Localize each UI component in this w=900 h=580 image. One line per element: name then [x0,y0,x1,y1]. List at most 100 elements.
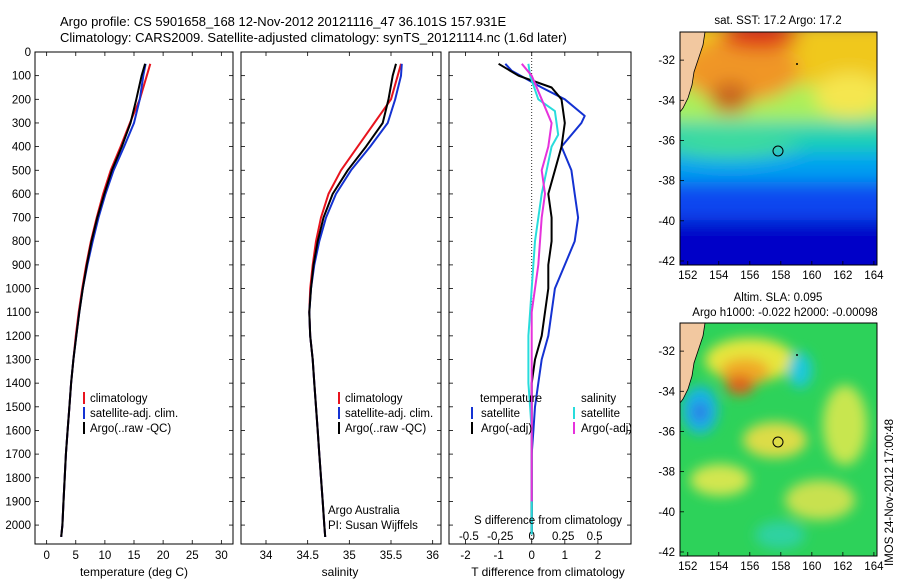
xtick-label: 34.5 [296,550,318,562]
map-xtick-label: 152 [678,561,697,573]
map-ytick-label: -34 [658,95,675,107]
series-climatology [60,63,152,538]
map-ytick-label: -42 [658,256,675,268]
series-satellite-adj-clim [60,63,147,538]
series-argo-raw-qc [60,63,147,538]
ytick-label: 2000 [5,520,31,532]
ytick-label: 200 [12,94,31,106]
salinity-xlabel: salinity [322,565,359,579]
map-ytick-label: -34 [658,386,675,398]
map-ytick-label: -38 [658,467,675,479]
temperature-axes-box [34,51,234,545]
series-climatology [308,63,402,537]
map-ytick-label: -32 [658,55,675,67]
salinity-ytickmarks [241,51,441,526]
salinity-xticks: 34 34.5 35 35.5 36 [260,52,439,562]
xtick-label: 1 [562,550,568,562]
map-xtick-label: 156 [740,270,759,282]
xtick-label: -1 [494,550,504,562]
salinity-legend: climatology satellite-adj. clim. Argo(..… [338,392,433,435]
sla-map-field [680,323,877,556]
difference-xticks-top: -0.5 -0.25 0 0.25 0.5 [459,531,603,543]
sla-map: Altim. SLA: 0.095 Argo h1000: -0.022 h20… [658,292,884,573]
difference-legend: temperature salinity satellite Argo(-adj… [471,393,632,435]
map-ytick-label: -36 [658,426,675,438]
map-xtick-label: 154 [709,561,729,573]
xtick-label: 25 [186,550,199,562]
sla-map-frame [679,322,878,557]
ytick-label: 1700 [5,449,31,461]
map-xtick-label: 162 [833,561,852,573]
difference-top-label: S difference from climatology [474,515,622,527]
ytick-label: 400 [12,142,31,154]
difference-lines [498,62,586,535]
xtick-label: 10 [98,550,111,562]
difference-axes-box [448,51,632,545]
sla-map-title-line1: Altim. SLA: 0.095 [734,292,823,304]
ytick-label: 500 [12,165,31,177]
series-argo-raw-qc [308,63,397,537]
xtick-label: 0 [529,550,535,562]
legend-text-climatology: climatology [90,393,148,405]
sst-map: sat. SST: 17.2 Argo: 17.2 152 154 156 158 16 [658,15,884,282]
legend-text-argo: Argo(..raw -QC) [345,423,426,435]
map-xtick-label: 158 [771,561,790,573]
credit-line2: PI: Susan Wijffels [328,520,418,532]
map-ytick-label: -38 [658,176,675,188]
map-xtick-label: 164 [864,561,884,573]
xtick-label: 35 [343,550,356,562]
ytick-label: 100 [12,71,31,83]
xtick-label: 35.5 [380,550,402,562]
xtick-top-label: -0.5 [459,531,479,543]
map-ytick-label: -40 [658,507,675,519]
xtick-label: 30 [215,550,228,562]
map-xtick-label: 158 [771,270,790,282]
map-ytick-label: -32 [658,346,675,358]
ytick-label: 900 [12,260,31,272]
map-ytick-label: -40 [658,216,675,228]
legend-title-salinity: salinity [581,393,616,405]
difference-xlabel: T difference from climatology [471,565,625,579]
ytick-label: 800 [12,236,31,248]
salinity-panel: 34 34.5 35 35.5 36 salinity climatology sate… [240,51,442,579]
xtick-top-label: 0.25 [552,531,574,543]
temperature-lines [60,63,152,538]
ytick-label: 1500 [5,402,31,414]
map-xtick-label: 160 [802,270,821,282]
sla-profile-marker [772,436,784,448]
map-xtick-label: 160 [802,561,821,573]
map-xtick-label: 156 [740,561,759,573]
series-argo-adj-salinity [521,63,553,502]
ytick-label: 300 [12,118,31,130]
sst-map-frame [679,31,878,266]
legend-text-satellite: satellite-adj. clim. [90,408,178,420]
xtick-label: 34 [260,550,273,562]
ytick-label: 1400 [5,378,31,390]
sst-map-title: sat. SST: 17.2 Argo: 17.2 [714,15,841,27]
xtick-label: 15 [128,550,141,562]
series-satellite-temperature [504,63,586,535]
credit-line1: Argo Australia [328,505,400,517]
salinity-lines [308,63,403,537]
xtick-label: -2 [460,550,470,562]
xtick-label: 2 [595,550,601,562]
sla-map-ticks: 152 154 156 158 160 162 164 -32 -34 -36 -38 -40 -42 [658,346,884,573]
sst-profile-marker [772,145,784,157]
map-ytick-label: -42 [658,547,675,559]
sst-map-field [680,32,877,265]
xtick-top-label: -0.25 [487,531,513,543]
xtick-label: 0 [43,550,49,562]
ytick-label: 1800 [5,473,31,485]
xtick-top-label: 0.5 [587,531,603,543]
xtick-label: 36 [426,550,439,562]
temperature-panel: 0100200300400500600700800900100011001200… [5,47,234,579]
sla-map-title-line2: Argo h1000: -0.022 h2000: -0.00098 [692,307,877,319]
map-xtick-label: 152 [678,270,697,282]
ytick-label: 1300 [5,355,31,367]
map-ytick-label: -36 [658,135,675,147]
ytick-label: 1200 [5,331,31,343]
map-xtick-label: 164 [864,270,884,282]
temperature-yticks: 0 100 200 300 400 500 600 700 800 900 1000 1100 1200… [5,47,233,532]
ytick-label: 1100 [6,307,31,319]
